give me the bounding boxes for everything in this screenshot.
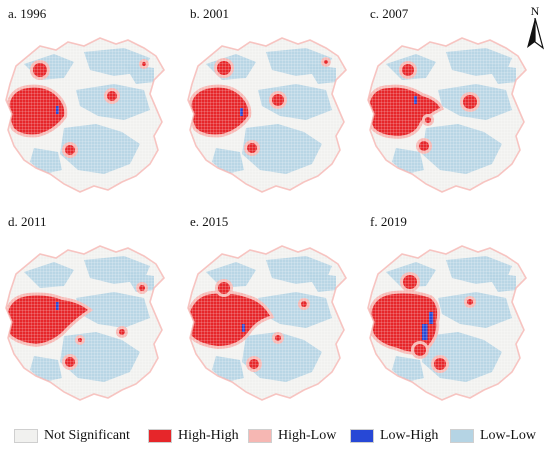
map-region xyxy=(368,38,526,192)
legend-swatch xyxy=(148,429,172,443)
study-area-outline xyxy=(187,37,347,193)
map-region xyxy=(368,246,526,400)
grid-texture xyxy=(188,38,346,192)
map-region xyxy=(6,38,164,192)
grid-texture xyxy=(368,246,526,400)
map-region xyxy=(6,246,164,400)
legend: Not Significant High-High High-Low Low-H… xyxy=(0,424,550,448)
cluster-map xyxy=(5,37,165,193)
panel-label: f. 2019 xyxy=(370,214,407,229)
grid-texture xyxy=(6,246,164,400)
legend-swatch xyxy=(248,429,272,443)
legend-label: Low-High xyxy=(380,428,439,443)
north-arrow-icon xyxy=(527,18,545,50)
grid-texture xyxy=(6,38,164,192)
legend-label: High-High xyxy=(178,428,239,443)
panel-label: c. 2007 xyxy=(370,6,409,21)
panel-label: b. 2001 xyxy=(190,6,229,21)
legend-label: High-Low xyxy=(278,428,337,443)
map-region xyxy=(188,246,346,400)
grid-texture xyxy=(368,38,526,192)
study-area-outline xyxy=(187,245,347,401)
legend-swatch xyxy=(350,429,374,443)
study-area-outline xyxy=(367,245,527,401)
map-region xyxy=(188,38,346,192)
cluster-map xyxy=(367,37,527,193)
study-area-outline xyxy=(367,37,527,193)
north-arrow: N xyxy=(522,4,548,52)
cluster-map xyxy=(5,245,165,401)
cluster-map xyxy=(187,245,347,401)
north-label: N xyxy=(530,4,540,18)
legend-label: Low-Low xyxy=(480,428,536,443)
legend-label: Not Significant xyxy=(44,428,130,443)
panel-label: a. 1996 xyxy=(8,6,47,21)
legend-swatch xyxy=(450,429,474,443)
panel-label: e. 2015 xyxy=(190,214,229,229)
panel-label: d. 2011 xyxy=(8,214,47,229)
legend-swatch xyxy=(14,429,38,443)
grid-texture xyxy=(188,246,346,400)
study-area-outline xyxy=(5,37,165,193)
cluster-map xyxy=(367,245,527,401)
cluster-map xyxy=(187,37,347,193)
study-area-outline xyxy=(5,245,165,401)
